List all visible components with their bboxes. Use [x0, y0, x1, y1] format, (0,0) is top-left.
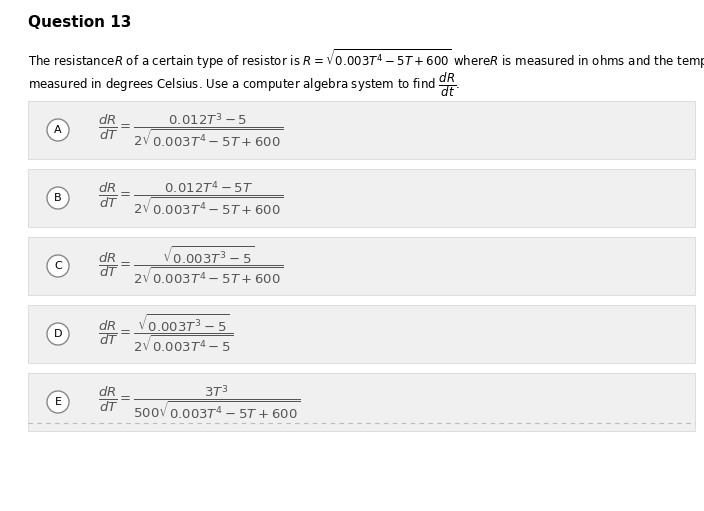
- Text: E: E: [54, 397, 61, 407]
- Text: Question 13: Question 13: [28, 15, 132, 30]
- Text: $\dfrac{dR}{dT} = \dfrac{0.012T^4 - 5T}{2\sqrt{0.003T^4 - 5T + 600}}$: $\dfrac{dR}{dT} = \dfrac{0.012T^4 - 5T}{…: [98, 179, 283, 217]
- Circle shape: [47, 391, 69, 413]
- FancyBboxPatch shape: [28, 237, 695, 295]
- Circle shape: [47, 187, 69, 209]
- Text: $\dfrac{dR}{dT} = \dfrac{\sqrt{0.003T^3 - 5}}{2\sqrt{0.003T^4 - 5}}$: $\dfrac{dR}{dT} = \dfrac{\sqrt{0.003T^3 …: [98, 313, 234, 355]
- Circle shape: [47, 119, 69, 141]
- Text: $\dfrac{dR}{dT} = \dfrac{0.012T^3 - 5}{2\sqrt{0.003T^4 - 5T + 600}}$: $\dfrac{dR}{dT} = \dfrac{0.012T^3 - 5}{2…: [98, 111, 283, 149]
- Text: $\dfrac{dR}{dT} = \dfrac{3T^3}{500\sqrt{0.003T^4 - 5T + 600}}$: $\dfrac{dR}{dT} = \dfrac{3T^3}{500\sqrt{…: [98, 383, 300, 421]
- Circle shape: [47, 255, 69, 277]
- Text: The resistance$\mathit{R}$ of a certain type of resistor is $\mathit{R} = \sqrt{: The resistance$\mathit{R}$ of a certain …: [28, 47, 704, 71]
- FancyBboxPatch shape: [28, 169, 695, 227]
- FancyBboxPatch shape: [28, 305, 695, 363]
- Text: C: C: [54, 261, 62, 271]
- FancyBboxPatch shape: [28, 101, 695, 159]
- Text: B: B: [54, 193, 62, 203]
- Text: $\dfrac{dR}{dT} = \dfrac{\sqrt{0.003T^3 - 5}}{2\sqrt{0.003T^4 - 5T + 600}}$: $\dfrac{dR}{dT} = \dfrac{\sqrt{0.003T^3 …: [98, 245, 283, 287]
- Circle shape: [47, 323, 69, 345]
- FancyBboxPatch shape: [28, 373, 695, 431]
- Text: A: A: [54, 125, 62, 135]
- Text: measured in degrees Celsius. Use a computer algebra system to find $\dfrac{dR}{d: measured in degrees Celsius. Use a compu…: [28, 71, 460, 99]
- Text: D: D: [54, 329, 62, 339]
